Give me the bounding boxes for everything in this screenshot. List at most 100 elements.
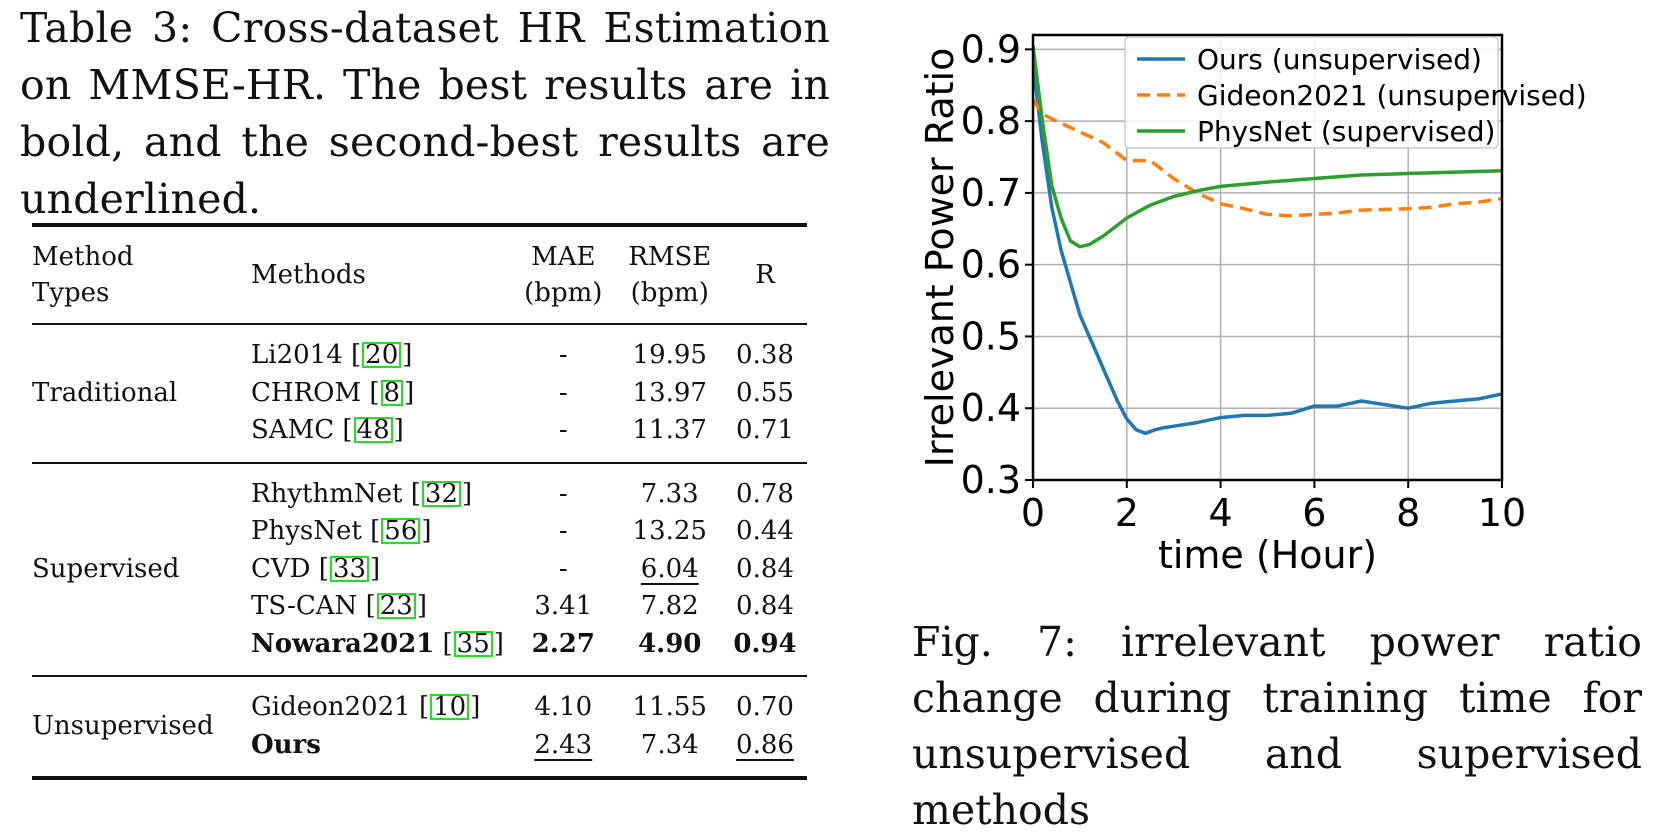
mae-value: 3.41 [534, 591, 593, 621]
method-name-cell: CHROM [8] [251, 377, 415, 408]
rmse-cell: 13.97 [617, 375, 723, 413]
r-value: 0.86 [736, 729, 794, 760]
mae-cell: - [510, 476, 616, 514]
r-cell: 0.71 [723, 412, 807, 450]
rmse-value: 4.90 [638, 628, 702, 659]
table-row: PhysNet [56] - 13.25 0.44 [32, 513, 807, 551]
table-row: Unsupervised Gideon2021 [10] 4.10 11.55 0.70 [32, 689, 807, 741]
legend-label: PhysNet (supervised) [1197, 115, 1495, 148]
table-row: Supervised RhythmNet [32] - 7.33 0.78 [32, 476, 807, 584]
r-cell: 0.86 [723, 727, 807, 765]
rmse-value: 7.82 [640, 591, 699, 621]
mae-value: - [558, 553, 568, 584]
mae-cell: 3.41 [510, 588, 616, 626]
y-tick-label: 0.9 [961, 27, 1021, 71]
rmse-value: 19.95 [632, 340, 707, 370]
citation-link[interactable]: 10 [430, 694, 470, 720]
x-axis-label: time (Hour) [1158, 533, 1377, 577]
citation-link[interactable]: 32 [421, 480, 461, 507]
r-cell: 0.38 [723, 337, 807, 375]
table-row: Ours 2.43 7.34 0.86 [32, 727, 807, 765]
x-tick-label: 6 [1302, 491, 1326, 535]
mae-cell: - [510, 375, 616, 413]
mae-cell: - [510, 412, 616, 450]
power-ratio-chart: 0 2 4 6 8 10 0.3 0.4 0.5 0.6 0.7 0.8 0.9 time (Hour)… [918, 27, 1587, 577]
rmse-value: 13.97 [632, 377, 707, 408]
r-value: 0.84 [736, 591, 794, 621]
rmse-cell: 7.34 [617, 727, 723, 765]
x-tick-label: 0 [1021, 491, 1045, 535]
citation-link[interactable]: 56 [381, 518, 421, 544]
method-name-cell: TS-CAN [23] [251, 591, 427, 621]
mae-value: - [558, 377, 568, 408]
rmse-cell: 7.33 [617, 476, 723, 514]
citation-link[interactable]: 23 [376, 593, 416, 619]
rmse-value: 11.55 [632, 692, 707, 722]
series-line-1 [1033, 98, 1502, 218]
table-row: Traditional Li2014 [20] - 19.95 0.38 [32, 337, 807, 408]
mae-value: 2.27 [531, 628, 595, 659]
method-name: TS-CAN [251, 591, 358, 621]
table-row: CVD [33] - 6.04 0.84 [32, 551, 807, 589]
r-value: 0.55 [736, 377, 794, 408]
method-name-cell: Ours [247, 727, 510, 765]
x-tick-label: 4 [1209, 491, 1233, 535]
header-methods: Methods [251, 260, 366, 290]
method-name-cell: CVD [33] [251, 553, 381, 584]
mae-cell: 2.43 [510, 727, 616, 765]
rmse-cell: 19.95 [617, 337, 723, 375]
mae-value: - [558, 516, 568, 546]
r-cell: 0.94 [723, 626, 807, 664]
rmse-cell: 11.55 [617, 689, 723, 727]
method-name-cell: Gideon2021 [10] [251, 692, 481, 722]
table-rule [32, 776, 807, 782]
mae-value: - [558, 415, 568, 445]
mae-cell: - [510, 513, 616, 551]
method-type-cell: Supervised [32, 553, 180, 584]
method-name-cell: Li2014 [20] [251, 340, 413, 370]
mae-value: 2.43 [534, 729, 593, 760]
r-cell: 0.84 [723, 588, 807, 626]
method-name: RhythmNet [251, 478, 403, 509]
method-name: PhysNet [251, 516, 362, 546]
rmse-cell: 7.82 [617, 588, 723, 626]
rmse-value: 7.34 [640, 729, 699, 760]
method-name-cell: RhythmNet [32] [251, 478, 473, 509]
method-name: Ours [251, 729, 321, 760]
method-name: SAMC [251, 415, 335, 445]
method-name: CVD [251, 553, 311, 584]
y-tick-label: 0.7 [961, 171, 1021, 215]
x-tick-label: 8 [1396, 491, 1420, 535]
results-table: Method Types Methods MAE (bpm) RMSE (bpm) R… [32, 223, 807, 782]
citation-link[interactable]: 48 [353, 417, 393, 443]
r-cell: 0.55 [723, 375, 807, 413]
legend-label: Ours (unsupervised) [1197, 43, 1482, 76]
method-name: Li2014 [251, 340, 343, 370]
mae-cell: - [510, 337, 616, 375]
chart-ticks: 0 2 4 6 8 10 0.3 0.4 0.5 0.6 0.7 0.8 0.9 [961, 27, 1527, 535]
table-row: TS-CAN [23] 3.41 7.82 0.84 [32, 588, 807, 626]
table-caption: Table 3: Cross-dataset HR Estimation on … [20, 4, 830, 223]
mae-cell: 4.10 [510, 689, 616, 727]
table-row: CHROM [8] - 13.97 0.55 [32, 375, 807, 413]
citation-link[interactable]: 35 [453, 630, 493, 657]
header-r: R [755, 260, 775, 290]
method-name: Nowara2021 [251, 628, 435, 659]
y-tick-label: 0.4 [961, 386, 1021, 430]
x-tick-label: 2 [1115, 491, 1139, 535]
method-name: Gideon2021 [251, 692, 411, 722]
r-cell: 0.44 [723, 513, 807, 551]
series-line-0 [1033, 63, 1502, 436]
y-tick-label: 0.6 [961, 243, 1021, 287]
citation-link[interactable]: 20 [362, 342, 402, 368]
y-axis-label: Irrelevant Power Ratio [918, 48, 962, 468]
mae-value: 4.10 [534, 692, 593, 722]
rmse-cell: 6.04 [617, 551, 723, 589]
y-tick-label: 0.3 [961, 458, 1021, 502]
citation-link[interactable]: 8 [380, 379, 404, 406]
r-cell: 0.84 [723, 551, 807, 589]
rmse-value: 6.04 [640, 553, 699, 584]
citation-link[interactable]: 33 [329, 555, 370, 582]
r-value: 0.71 [736, 415, 794, 445]
x-tick-label: 10 [1478, 491, 1526, 535]
